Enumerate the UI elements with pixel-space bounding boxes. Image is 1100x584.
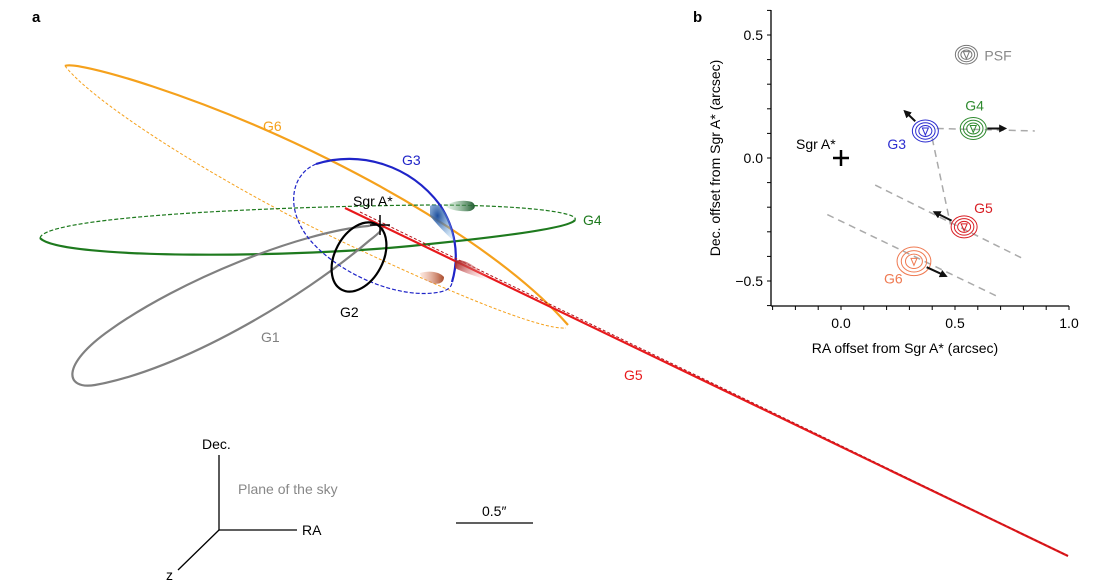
contour bbox=[915, 122, 936, 140]
source-contours-g5 bbox=[950, 215, 978, 239]
panel-b: b 0.0 0.5 1.00.50.0−0.5 Sgr A*PSFG3G4G5G6 … bbox=[693, 9, 1079, 356]
blob-g5 bbox=[455, 260, 492, 281]
contour bbox=[962, 119, 984, 138]
orbit-g4: G4 bbox=[39, 204, 602, 256]
coordinate-triad: Dec. RA z Plane of the sky bbox=[166, 436, 338, 583]
x-tick-label: 1.0 bbox=[1059, 315, 1079, 331]
contour bbox=[966, 122, 981, 135]
track-line bbox=[826, 213, 997, 297]
contour-peak bbox=[921, 127, 930, 137]
y-tick-label: 0.0 bbox=[744, 150, 764, 166]
source-contours-g6 bbox=[896, 246, 932, 277]
source-label: G3 bbox=[887, 136, 906, 152]
sgr-a-star-label: Sgr A* bbox=[353, 193, 393, 209]
scale-bar: 0.5″ bbox=[456, 503, 533, 524]
y-axis-title: Dec. offset from Sgr A* (arcsec) bbox=[707, 60, 723, 257]
track-line bbox=[874, 184, 1024, 260]
blob-g4 bbox=[445, 200, 475, 212]
orbit-label-g2: G2 bbox=[340, 304, 359, 320]
x-tick-label: 0.0 bbox=[831, 315, 851, 331]
contour bbox=[918, 124, 933, 137]
contour bbox=[957, 220, 972, 233]
plane-of-sky-label: Plane of the sky bbox=[238, 481, 338, 497]
source-contours-g4 bbox=[959, 116, 987, 140]
axis-label-z: z bbox=[166, 567, 173, 583]
orbit-label-g4: G4 bbox=[583, 212, 602, 228]
panel-label-b: b bbox=[693, 9, 702, 26]
y-tick-label: −0.5 bbox=[735, 273, 763, 289]
orbit-label-g3: G3 bbox=[402, 152, 421, 168]
motion-arrow bbox=[932, 211, 953, 222]
contour-peak bbox=[910, 257, 918, 267]
sgr-a-star-label: Sgr A* bbox=[796, 136, 836, 152]
orbit-g5: G5 bbox=[344, 207, 1069, 557]
panel-b-sources: Sgr A* PSF G3 G4 G5 G6 bbox=[796, 44, 1012, 286]
contour bbox=[911, 119, 939, 143]
source-label: G4 bbox=[965, 97, 984, 113]
contour bbox=[953, 218, 975, 236]
sgr-a-star-marker: Sgr A* bbox=[353, 193, 393, 235]
blob-g6 bbox=[420, 271, 444, 284]
source-label: G5 bbox=[974, 200, 993, 216]
orbit-g1: G1 bbox=[71, 223, 384, 387]
source-label: G6 bbox=[884, 270, 903, 286]
panel-a: a G6 G4 G1 G3 G5 bbox=[32, 9, 1069, 583]
psf-label: PSF bbox=[984, 48, 1011, 64]
contour bbox=[896, 246, 932, 277]
contour bbox=[950, 215, 978, 239]
contour-peak bbox=[969, 124, 977, 134]
contour bbox=[954, 44, 978, 65]
orbit-g3: G3 bbox=[293, 152, 457, 295]
panel-label-a: a bbox=[32, 9, 41, 26]
blob-g3 bbox=[430, 204, 455, 242]
orbit-label-g5: G5 bbox=[624, 367, 643, 383]
source-contours-g3 bbox=[911, 119, 939, 143]
panel-b-tracks bbox=[826, 127, 1035, 297]
contour bbox=[959, 116, 987, 140]
contour bbox=[957, 47, 976, 63]
orbit-g2: G2 bbox=[330, 221, 388, 320]
motion-arrow bbox=[903, 109, 916, 122]
contour-peak bbox=[960, 223, 968, 233]
x-tick-label: 0.5 bbox=[945, 315, 965, 331]
contour bbox=[900, 250, 928, 273]
contour-peak bbox=[962, 51, 971, 60]
orbit-g6: G6 bbox=[64, 64, 569, 329]
x-axis-title: RA offset from Sgr A* (arcsec) bbox=[812, 340, 998, 356]
motion-arrow bbox=[926, 266, 948, 278]
y-tick-label: 0.5 bbox=[744, 27, 764, 43]
panel-b-axes: 0.0 0.5 1.0 0.5 0.0 −0.5 bbox=[735, 9, 1079, 331]
axis-label-ra: RA bbox=[302, 522, 322, 538]
axis-label-dec: Dec. bbox=[202, 436, 231, 452]
orbit-label-g6: G6 bbox=[263, 118, 282, 134]
psf-contours bbox=[954, 44, 978, 65]
contour bbox=[905, 253, 923, 269]
orbit-label-g1: G1 bbox=[261, 329, 280, 345]
track-line bbox=[931, 138, 952, 225]
scale-bar-label: 0.5″ bbox=[482, 503, 506, 519]
